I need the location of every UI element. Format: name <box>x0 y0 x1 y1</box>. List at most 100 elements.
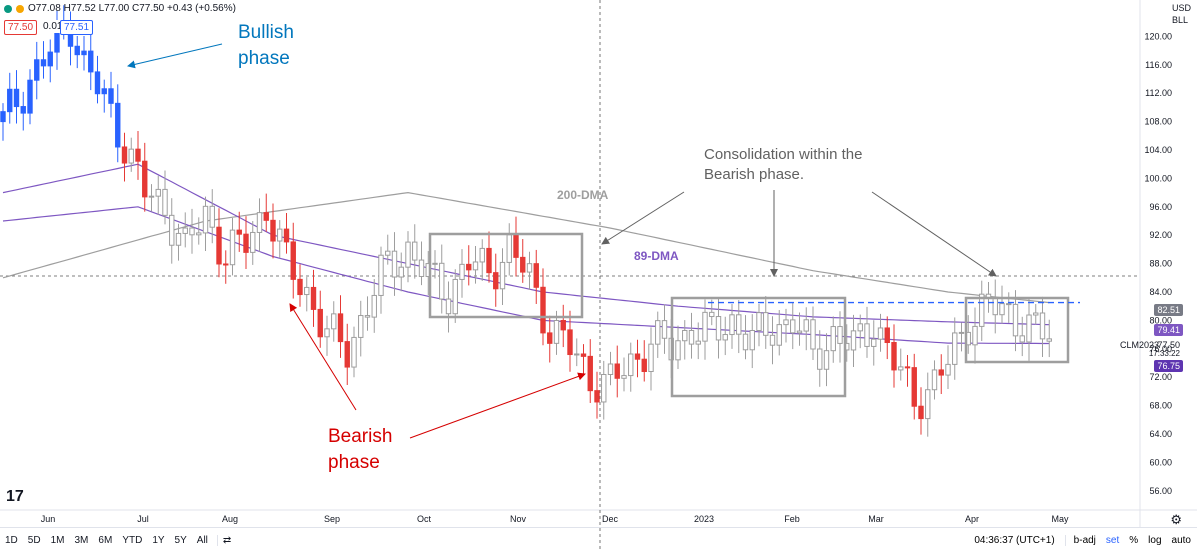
candle-body <box>506 234 512 263</box>
candle-body <box>385 250 391 256</box>
candle-body <box>344 341 350 368</box>
candle-body <box>992 297 998 316</box>
candle-body <box>567 329 573 356</box>
candle-body <box>648 343 654 373</box>
candle-body <box>148 195 155 198</box>
clock-time[interactable]: 04:36:37 (UTC+1) <box>974 534 1055 546</box>
bullish-line-2: phase <box>238 48 290 69</box>
x-tick-label: Apr <box>965 514 979 524</box>
spread-value: 0.01 <box>40 20 66 33</box>
goto-date-icon[interactable]: ⇄ <box>216 534 236 546</box>
consolidation-box-1 <box>428 232 584 319</box>
candle-body <box>938 369 944 376</box>
dma89-line <box>2 163 1050 326</box>
candle-body <box>931 369 938 391</box>
candle-body <box>20 106 26 114</box>
consolidation-box-3 <box>964 296 1070 364</box>
candle-body <box>837 326 843 344</box>
y-tick-label: 120.00 <box>1144 31 1172 41</box>
candle-body <box>0 111 6 123</box>
candle-body <box>452 278 458 315</box>
y-tick-label: 112.00 <box>1145 88 1172 98</box>
bullish-arrow <box>127 43 223 69</box>
y-tick-label: 68.00 <box>1149 401 1172 411</box>
candle-body <box>121 146 128 164</box>
range-3m[interactable]: 3M <box>74 534 89 546</box>
candle-body <box>722 334 728 341</box>
set-toggle[interactable]: set <box>1105 534 1120 546</box>
candle-body <box>202 205 209 234</box>
candle-body <box>169 214 175 246</box>
percent-toggle[interactable]: % <box>1129 534 1139 546</box>
candle-body <box>634 353 641 360</box>
x-tick-label: Dec <box>602 514 619 524</box>
unit-label: BLL <box>1171 15 1188 25</box>
ask-price-pill[interactable]: 77.51 <box>60 20 94 35</box>
y-tick-label: 76.00 <box>1149 344 1172 354</box>
candle-body <box>526 263 533 273</box>
candle-body <box>864 323 870 347</box>
settings-gear-icon[interactable]: ⚙ <box>1170 512 1182 527</box>
candle-body <box>1006 303 1012 306</box>
range-all[interactable]: All <box>196 534 208 546</box>
candle-body <box>445 298 452 315</box>
candle-body <box>209 205 215 228</box>
candle-body <box>331 313 337 330</box>
consolidation-line-1: Consolidation within the <box>704 146 863 163</box>
x-tick-label: May <box>1051 514 1069 524</box>
badj-toggle[interactable]: b-adj <box>1064 534 1096 546</box>
bearish-arrow-1 <box>289 303 357 411</box>
bar-countdown: 17:33:22 <box>1148 349 1180 358</box>
dma200-line <box>2 191 1050 304</box>
range-1d[interactable]: 1D <box>5 534 18 546</box>
candle-body <box>270 219 276 242</box>
bearish-line-1: Bearish <box>328 426 393 447</box>
candle-body <box>857 323 863 332</box>
candle-body <box>277 228 283 242</box>
candle-body <box>229 229 236 266</box>
candle-body <box>499 261 506 290</box>
range-1y[interactable]: 1Y <box>152 534 165 546</box>
candle-body <box>682 329 688 342</box>
dma200-price-tag: 76.75 <box>1154 360 1183 372</box>
range-6m[interactable]: 6M <box>98 534 113 546</box>
candle-body <box>263 212 269 221</box>
candle-body <box>47 51 53 67</box>
candle-body <box>796 330 803 334</box>
bid-price-pill[interactable]: 77.50 <box>4 20 38 35</box>
candle-body <box>790 319 796 334</box>
candle-body <box>560 319 566 331</box>
auto-toggle[interactable]: auto <box>1171 534 1191 546</box>
candle-body <box>675 340 681 361</box>
x-tick-label: Mar <box>868 514 884 524</box>
range-1m[interactable]: 1M <box>50 534 65 546</box>
y-tick-label: 116.00 <box>1145 60 1172 70</box>
candle-body <box>911 367 917 407</box>
log-toggle[interactable]: log <box>1148 534 1162 546</box>
consolidation-annotation: Consolidation within the Bearish phase. <box>704 145 862 185</box>
bottom-toolbar: 1D 5D 1M 3M 6M YTD 1Y 5Y All ⇄ 04:36:37 … <box>0 527 1197 552</box>
candle-body <box>27 79 33 114</box>
range-5d[interactable]: 5D <box>27 534 41 546</box>
last-price-tag: 77.50 <box>1157 340 1180 350</box>
currency-unit[interactable]: USD BLL <box>1172 2 1191 26</box>
y-tick-label: 108.00 <box>1144 117 1172 127</box>
candle-body <box>553 319 560 344</box>
y-tick-label: 56.00 <box>1149 486 1172 496</box>
candle-body <box>115 102 121 148</box>
candle-body <box>742 333 749 351</box>
candle-body <box>283 228 290 243</box>
y-tick-label: 100.00 <box>1144 173 1172 183</box>
candle-body <box>175 232 182 246</box>
candle-body <box>135 148 141 162</box>
candle-body <box>830 326 836 352</box>
candle-body <box>94 71 101 95</box>
candle-body <box>958 331 965 334</box>
range-ytd[interactable]: YTD <box>122 534 143 546</box>
candle-body <box>729 314 735 336</box>
candle-body <box>432 262 438 265</box>
candle-body <box>871 338 877 347</box>
candle-body <box>74 45 80 56</box>
range-5y[interactable]: 5Y <box>174 534 187 546</box>
